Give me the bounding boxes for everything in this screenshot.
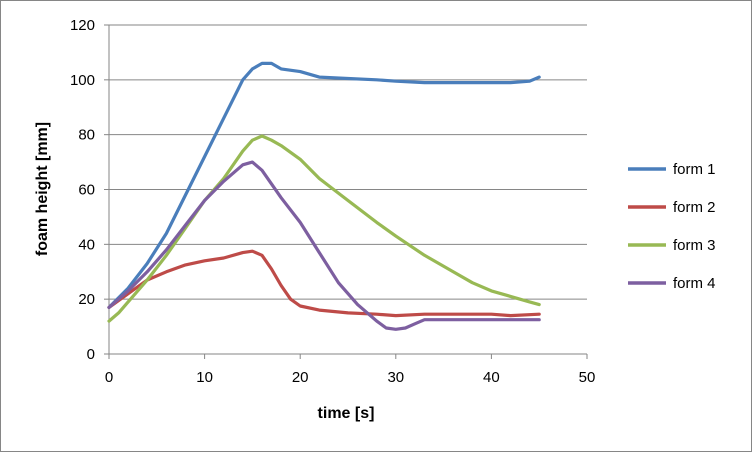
x-tick-label-4: 40 [483,369,500,386]
x-axis-title: time [s] [318,405,375,422]
series-line-form-1 [107,61,541,309]
y-tick-label-4: 80 [78,127,95,144]
y-tick-label-2: 40 [78,236,95,253]
y-axis-title: foam height [mm] [34,122,51,256]
legend: form 1 form 2 form 3 form 4 [628,161,716,292]
y-tick-label-1: 20 [78,291,95,308]
y-tick-label-3: 60 [78,182,95,199]
series-lines [107,61,541,331]
x-tick-label-0: 0 [105,369,113,386]
series-line-form-3 [107,134,541,323]
legend-label-form-4: form 4 [673,275,716,292]
y-tick-label-6: 120 [70,17,95,34]
legend-label-form-3: form 3 [673,237,716,254]
axes [104,24,588,359]
y-tick-label-0: 0 [87,346,95,363]
series-line-form-2 [107,249,541,318]
series-line-form-4 [107,160,541,331]
tick-labels: 0 20 40 60 80 100 120 0 10 20 30 40 50 [70,17,595,386]
x-tick-label-5: 50 [579,369,596,386]
x-tick-label-2: 20 [292,369,309,386]
legend-label-form-2: form 2 [673,199,716,216]
y-tick-label-5: 100 [70,72,95,89]
x-tick-label-3: 30 [387,369,404,386]
grid-lines [109,24,587,300]
legend-label-form-1: form 1 [673,161,716,178]
x-tick-label-1: 10 [196,369,213,386]
